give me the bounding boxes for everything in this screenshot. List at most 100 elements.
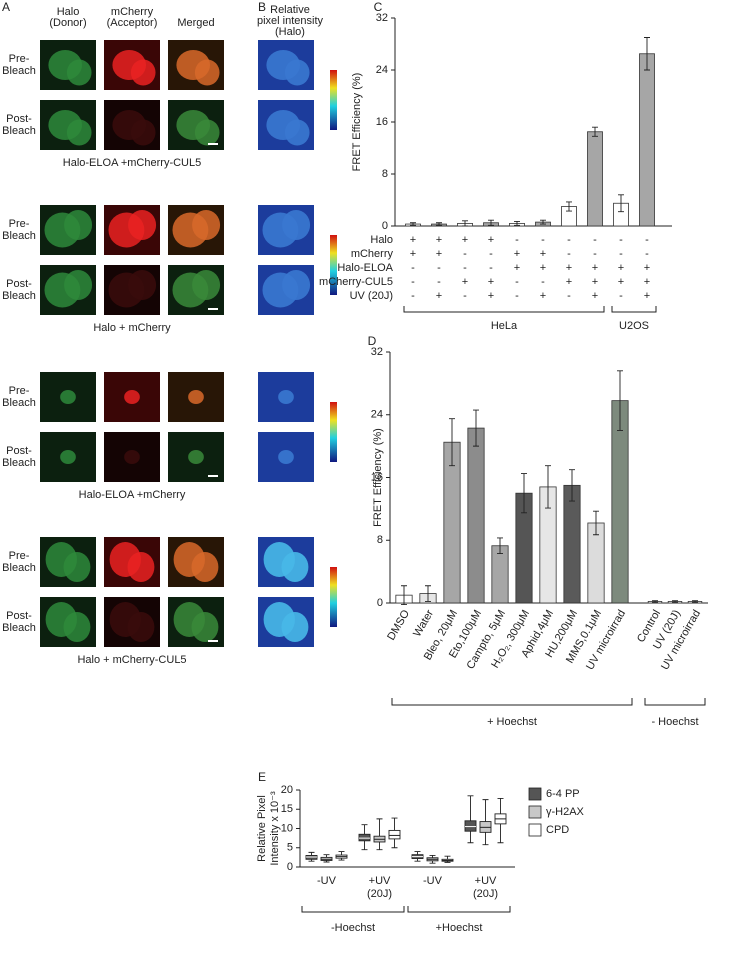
- condition-sign: +: [436, 290, 442, 302]
- row-label: Pre-: [9, 550, 30, 562]
- colorbar: [330, 567, 337, 627]
- y-tick-label: 16: [376, 116, 388, 128]
- error-bar: [545, 465, 551, 509]
- y-tick-label: 24: [376, 64, 388, 76]
- x-tick-label: Water: [411, 608, 436, 639]
- y-tick-label: 15: [281, 803, 293, 815]
- condition-sign: +: [592, 290, 598, 302]
- condition-sign: -: [515, 234, 519, 246]
- cell: [192, 210, 221, 240]
- panel-title: Relative: [270, 4, 310, 16]
- row-label: Post-: [6, 610, 32, 622]
- column-header: (Donor): [49, 17, 86, 29]
- colorbar: [330, 235, 337, 295]
- x-tick-label: +UV: [369, 875, 391, 887]
- group-label: U2OS: [619, 320, 649, 332]
- row-label: Bleach: [2, 290, 36, 302]
- colorbar: [330, 70, 337, 130]
- bar: [611, 400, 629, 604]
- x-tick-label: -UV: [317, 875, 337, 887]
- condition-sign: -: [515, 276, 519, 288]
- group-label: - Hoechst: [651, 716, 698, 728]
- cell: [284, 59, 310, 86]
- cell: [191, 612, 219, 642]
- panel-label: A: [2, 0, 10, 14]
- row-label: mCherry: [351, 248, 394, 260]
- cell: [282, 270, 311, 300]
- condition-sign: -: [619, 290, 623, 302]
- condition-sign: +: [566, 262, 572, 274]
- condition-sign: +: [618, 276, 624, 288]
- group-label: +Hoechst: [436, 922, 483, 934]
- condition-sign: -: [541, 234, 545, 246]
- row-label: Bleach: [2, 125, 36, 137]
- panel-label: D: [368, 334, 377, 348]
- cell: [63, 552, 91, 582]
- y-axis-label: FRET Efficiency (%): [351, 73, 363, 172]
- condition-sign: -: [463, 248, 467, 260]
- error-bar: [644, 37, 650, 71]
- condition-sign: -: [619, 234, 623, 246]
- y-axis-label: Intensity x 10⁻³: [269, 791, 281, 866]
- error-bar: [652, 600, 658, 603]
- bar: [639, 53, 655, 227]
- row-label: Bleach: [2, 622, 36, 634]
- error-bar: [592, 126, 598, 137]
- condition-sign: -: [593, 248, 597, 260]
- condition-sign: -: [567, 290, 571, 302]
- caption: Halo-ELOA +mCherry: [79, 489, 186, 501]
- caption: Halo-ELOA +mCherry-CUL5: [63, 157, 201, 169]
- error-bar: [410, 222, 416, 226]
- error-bar: [462, 220, 468, 227]
- y-tick-label: 5: [287, 842, 293, 854]
- condition-sign: -: [515, 290, 519, 302]
- condition-sign: +: [488, 234, 494, 246]
- condition-sign: +: [618, 262, 624, 274]
- group-label: HeLa: [491, 320, 518, 332]
- cell: [281, 552, 309, 582]
- x-tick-label: -UV: [423, 875, 443, 887]
- box: [388, 829, 401, 840]
- colorbar: [330, 402, 337, 462]
- error-bar: [540, 219, 546, 225]
- cell: [188, 450, 204, 464]
- cell: [128, 270, 157, 300]
- cell: [278, 450, 294, 464]
- legend-label: γ-H2AX: [546, 806, 585, 818]
- cell: [194, 59, 220, 86]
- condition-sign: +: [514, 262, 520, 274]
- cell: [64, 210, 93, 240]
- bar: [467, 427, 485, 604]
- y-tick-label: 0: [382, 220, 388, 232]
- error-bar: [617, 370, 623, 431]
- error-bar: [497, 537, 503, 555]
- y-tick-label: 0: [287, 861, 293, 873]
- cell: [194, 119, 220, 146]
- cell: [128, 210, 157, 240]
- row-label: Bleach: [2, 230, 36, 242]
- cell: [130, 119, 156, 146]
- condition-sign: -: [437, 276, 441, 288]
- error-bar: [449, 418, 455, 467]
- condition-sign: -: [463, 262, 467, 274]
- cell: [64, 270, 93, 300]
- error-bar: [569, 469, 575, 502]
- error-bar: [672, 600, 678, 603]
- box: [464, 820, 477, 832]
- cell: [66, 59, 92, 86]
- condition-sign: -: [411, 262, 415, 274]
- condition-sign: -: [411, 276, 415, 288]
- bar: [587, 131, 603, 227]
- row-label: Halo-ELOA: [337, 262, 393, 274]
- error-bar: [425, 585, 431, 602]
- cell: [281, 612, 309, 642]
- bar: [443, 441, 461, 604]
- error-bar: [436, 222, 442, 226]
- x-tick-label: DMSO: [385, 608, 412, 643]
- cell: [278, 390, 294, 404]
- box: [358, 833, 371, 842]
- condition-sign: -: [567, 248, 571, 260]
- y-tick-label: 8: [382, 168, 388, 180]
- y-tick-label: 16: [371, 471, 383, 483]
